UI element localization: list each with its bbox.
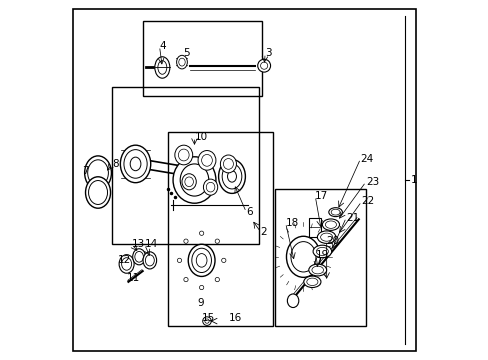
Text: 17: 17 <box>315 191 328 201</box>
Ellipse shape <box>308 264 326 276</box>
Text: 3: 3 <box>264 48 271 58</box>
Ellipse shape <box>203 179 217 195</box>
Ellipse shape <box>175 145 192 165</box>
Text: 19: 19 <box>315 250 328 260</box>
Ellipse shape <box>132 249 145 265</box>
Bar <box>142 21 262 96</box>
Bar <box>308 217 321 237</box>
Text: 16: 16 <box>228 312 241 323</box>
Text: 21: 21 <box>346 212 359 222</box>
Circle shape <box>203 317 211 325</box>
Ellipse shape <box>182 174 196 190</box>
Text: 24: 24 <box>360 154 373 163</box>
Text: 11: 11 <box>126 273 140 283</box>
Bar <box>290 243 301 266</box>
Text: 7: 7 <box>82 166 88 176</box>
Ellipse shape <box>287 294 298 307</box>
Ellipse shape <box>312 245 331 258</box>
Ellipse shape <box>119 255 134 273</box>
Text: 12: 12 <box>118 255 131 265</box>
Ellipse shape <box>328 208 342 217</box>
Ellipse shape <box>198 150 216 170</box>
Circle shape <box>257 59 270 72</box>
Text: 14: 14 <box>144 239 158 249</box>
Ellipse shape <box>143 252 156 269</box>
Ellipse shape <box>155 57 169 78</box>
Text: 4: 4 <box>159 41 166 51</box>
Ellipse shape <box>84 156 111 190</box>
Ellipse shape <box>286 236 320 277</box>
Text: 15: 15 <box>201 312 214 323</box>
Text: 8: 8 <box>112 159 119 169</box>
Ellipse shape <box>218 159 245 193</box>
Text: 1: 1 <box>410 175 416 185</box>
Text: 18: 18 <box>285 218 298 228</box>
Ellipse shape <box>173 157 216 203</box>
Ellipse shape <box>220 155 236 173</box>
Ellipse shape <box>188 244 215 276</box>
Text: 13: 13 <box>132 239 145 249</box>
Bar <box>167 132 272 327</box>
Text: 23: 23 <box>365 177 378 187</box>
Text: 6: 6 <box>246 207 252 217</box>
Ellipse shape <box>322 219 339 230</box>
Text: 9: 9 <box>197 298 203 308</box>
Text: 20: 20 <box>326 236 339 246</box>
Ellipse shape <box>317 231 335 243</box>
Ellipse shape <box>303 276 320 288</box>
Ellipse shape <box>176 55 187 69</box>
Bar <box>274 189 365 327</box>
Ellipse shape <box>120 145 150 183</box>
Bar <box>112 87 258 244</box>
Text: 5: 5 <box>183 48 189 58</box>
Ellipse shape <box>85 177 110 208</box>
Text: 2: 2 <box>260 227 266 237</box>
Text: 10: 10 <box>194 132 207 142</box>
Text: 22: 22 <box>361 197 374 206</box>
